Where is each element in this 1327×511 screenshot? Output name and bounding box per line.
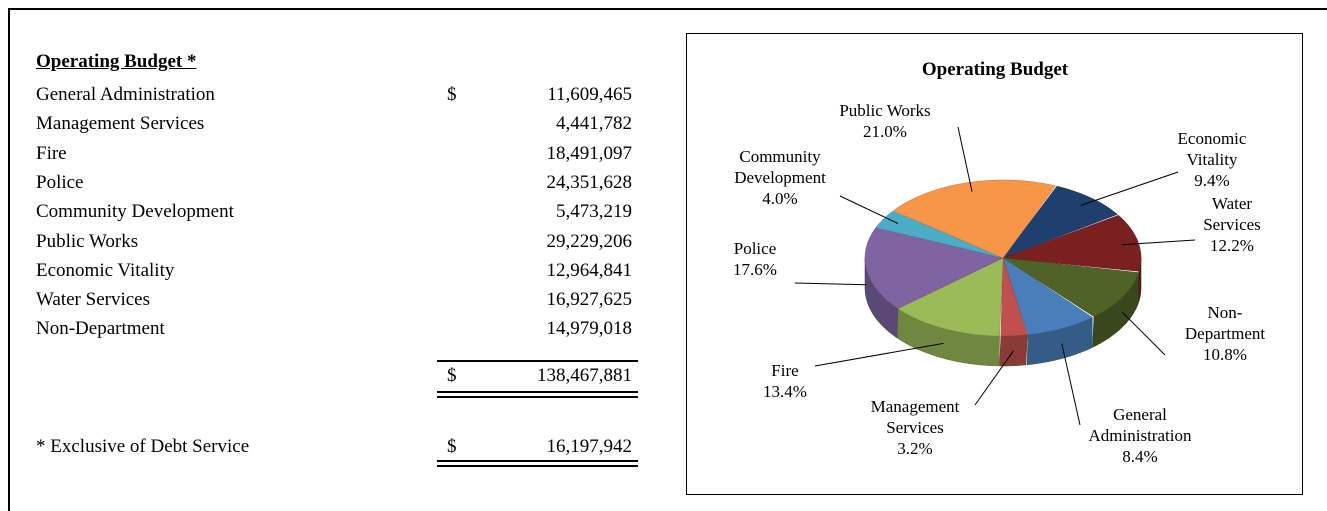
row-name: Management Services [36, 113, 205, 135]
value-label: 8.4% [1122, 447, 1158, 466]
leader-line [794, 282, 867, 286]
pie-slice [1002, 185, 1118, 259]
leader-line [1122, 239, 1196, 246]
row-amount: 29,229,206 [546, 230, 633, 252]
leader-line [1121, 311, 1166, 356]
value-label: 10.8% [1203, 345, 1247, 364]
pie-slice [864, 227, 1004, 339]
total-amount: 138,467,881 [537, 365, 632, 386]
value-label: 9.4% [1194, 171, 1230, 190]
leader-line [1080, 171, 1179, 206]
row-name: Public Works [36, 230, 139, 252]
double-rule [437, 460, 638, 467]
pie-slice [1002, 257, 1139, 348]
pie-slice [875, 210, 1004, 259]
table-title: Operating Budget * [36, 51, 197, 72]
data-label: Non-Department 10.8% [1175, 302, 1275, 365]
category-label: Water Services [1203, 194, 1261, 234]
currency: $ [447, 365, 457, 386]
category-label: Economic Vitality [1177, 129, 1247, 169]
category-label: Fire [771, 361, 799, 380]
row-amount: 16,927,625 [546, 289, 633, 311]
row-amount: 18,491,097 [546, 142, 633, 164]
data-label: General Administration 8.4% [1075, 404, 1205, 467]
value-label: 4.0% [762, 189, 798, 208]
chart-box [686, 33, 1303, 495]
category-label: Community Development [734, 147, 826, 187]
currency: $ [447, 436, 457, 457]
data-label: Fire 13.4% [755, 360, 815, 402]
slice-top [892, 179, 1057, 259]
row-name: General Administration [36, 84, 215, 105]
slice-top [875, 210, 1004, 259]
row-name: Fire [36, 142, 67, 164]
row-name: Water Services [36, 289, 150, 311]
category-label: Non-Department [1184, 303, 1266, 343]
slice-side [999, 334, 1028, 367]
chart-title: Operating Budget [922, 59, 1069, 80]
slice-top [1000, 257, 1028, 337]
row-name: Economic Vitality [36, 259, 175, 281]
data-label: Water Services 12.2% [1192, 193, 1272, 256]
category-label: General Administration [1088, 405, 1192, 445]
value-label: 3.2% [897, 439, 933, 458]
row-name: Police [36, 171, 84, 193]
currency: $ [447, 84, 457, 105]
pie-slice [999, 257, 1028, 367]
value-label: 13.4% [763, 382, 807, 401]
leader-line [839, 195, 899, 224]
footnote-amount: 16,197,942 [546, 436, 633, 457]
slice-top [1002, 257, 1093, 335]
row-name: Community Development [36, 201, 234, 223]
pie-slice [1002, 215, 1142, 303]
pie-slice [897, 257, 1004, 367]
slice-top [897, 257, 1004, 337]
data-label: Public Works 21.0% [820, 100, 950, 142]
category-label: Public Works [839, 101, 931, 120]
data-label: Community Development 4.0% [725, 146, 835, 209]
pie-slice [892, 179, 1057, 259]
frame [8, 8, 1327, 511]
row-amount: 4,441,782 [556, 113, 632, 135]
value-label: 21.0% [863, 122, 907, 141]
leader-line [957, 126, 973, 192]
pie-slice [1002, 257, 1093, 366]
row-amount: 5,473,219 [556, 201, 632, 223]
value-label: 17.6% [733, 260, 777, 279]
value-label: 12.2% [1210, 236, 1254, 255]
leader-line [814, 342, 944, 367]
category-label: Police [733, 239, 777, 258]
slice-top [1002, 257, 1139, 317]
leader-line [1061, 343, 1081, 426]
slice-top [1002, 215, 1142, 272]
row-name: Non-Department [36, 318, 165, 340]
category-label: Management Services [870, 397, 960, 437]
double-rule [437, 391, 638, 398]
slice-top [1002, 185, 1118, 259]
row-amount: 12,964,841 [546, 259, 633, 281]
slice-top [864, 227, 1004, 309]
data-label: Police 17.6% [720, 238, 790, 280]
row-amount: 14,979,018 [546, 318, 633, 340]
footnote: * Exclusive of Debt Service [36, 436, 250, 457]
rule [437, 360, 638, 362]
row-amount: 24,351,628 [546, 171, 633, 193]
leader-line [974, 350, 1014, 406]
data-label: Management Services 3.2% [860, 396, 970, 459]
row-amount: 11,609,465 [547, 84, 632, 105]
data-label: Economic Vitality 9.4% [1167, 128, 1257, 191]
